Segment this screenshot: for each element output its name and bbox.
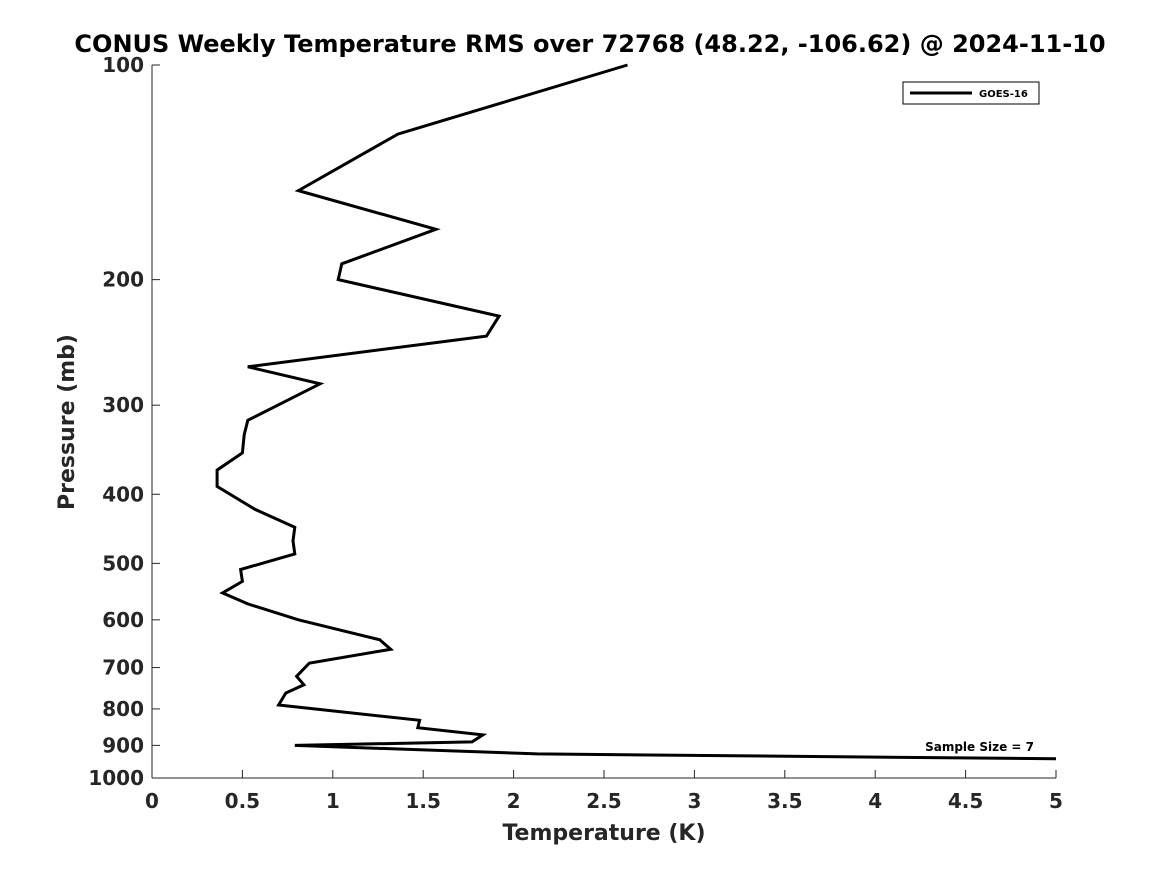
y-tick-label: 600 (102, 608, 144, 632)
x-tick-label: 4 (868, 789, 882, 813)
sample-size-annotation: Sample Size = 7 (925, 740, 1034, 754)
legend-label-goes-16: GOES-16 (979, 89, 1028, 100)
y-tick-label: 500 (102, 551, 144, 575)
y-tick-label: 400 (102, 482, 144, 506)
series-line-goes-16 (215, 63, 1057, 761)
x-tick-label: 2 (507, 789, 521, 813)
x-tick-label: 3 (687, 789, 701, 813)
x-tick-label: 2.5 (586, 789, 621, 813)
x-tick-label: 1 (326, 789, 340, 813)
y-axis-ticks: 100 200 300 400 500 600 700 800 900 1000 (88, 53, 160, 790)
x-tick-label: 3.5 (767, 789, 802, 813)
x-tick-label: 0 (145, 789, 159, 813)
x-axis-ticks: 0 0.5 1 1.5 2 2.5 3 3.5 4 4.5 5 (145, 770, 1063, 813)
chart-title: CONUS Weekly Temperature RMS over 72768 … (74, 30, 1105, 58)
y-tick-label: 100 (102, 53, 144, 77)
x-tick-label: 0.5 (225, 789, 260, 813)
x-axis-label: Temperature (K) (502, 821, 705, 846)
y-axis-label: Pressure (mb) (55, 334, 80, 510)
x-tick-label: 5 (1049, 789, 1063, 813)
series-layer (215, 63, 1057, 761)
y-tick-label: 800 (102, 697, 144, 721)
legend: GOES-16 (902, 81, 1040, 105)
y-tick-label: 700 (102, 656, 144, 680)
x-tick-label: 4.5 (948, 789, 983, 813)
y-tick-label: 300 (102, 393, 144, 417)
y-tick-label: 1000 (88, 766, 144, 790)
x-tick-label: 1.5 (405, 789, 440, 813)
y-tick-label: 200 (102, 268, 144, 292)
y-tick-label: 900 (102, 733, 144, 757)
